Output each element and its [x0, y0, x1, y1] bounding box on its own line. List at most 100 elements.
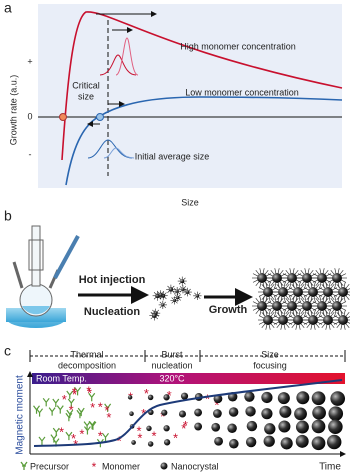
nanocrystal — [278, 420, 291, 433]
ligand — [302, 287, 308, 291]
ligand — [312, 279, 318, 283]
nanocrystal — [312, 405, 326, 420]
legend-label: Monomer — [102, 461, 140, 471]
ligand — [167, 285, 170, 288]
annotation: size — [78, 91, 94, 101]
ligand — [333, 287, 339, 291]
x-axis-label: Size — [181, 197, 199, 207]
ligand — [285, 311, 290, 317]
ligand — [159, 305, 162, 309]
ligand — [178, 277, 182, 280]
nanocrystal — [245, 436, 257, 448]
nanocrystal — [194, 422, 203, 431]
stage-label: Burst — [161, 349, 183, 359]
ligand — [313, 324, 316, 330]
ligand — [304, 296, 307, 302]
ligand — [285, 281, 290, 287]
ligand — [266, 301, 272, 305]
ligand — [178, 282, 182, 285]
ligand — [188, 293, 191, 296]
ligand — [345, 295, 350, 301]
particle — [257, 301, 267, 311]
y-mark: - — [29, 149, 32, 159]
ligand — [268, 296, 271, 302]
ligand — [282, 307, 288, 311]
monomer: * — [98, 428, 103, 443]
ligand — [267, 301, 273, 305]
particle — [317, 273, 327, 283]
ligand — [198, 296, 201, 300]
precursor — [88, 420, 96, 430]
particle — [287, 273, 297, 283]
precursor — [52, 427, 60, 437]
particle — [263, 287, 273, 297]
monomer: * — [72, 387, 77, 402]
ligand — [317, 315, 323, 319]
ligand — [155, 311, 159, 315]
particle — [338, 287, 348, 297]
ligand — [266, 307, 272, 311]
ligand — [274, 282, 277, 288]
ligand — [340, 324, 343, 330]
ligand — [315, 323, 320, 329]
initial-point — [96, 113, 104, 121]
distribution — [87, 139, 133, 159]
plot-background — [38, 4, 342, 188]
ligand — [343, 324, 346, 330]
ligand — [291, 323, 296, 329]
stage-label: nucleation — [151, 360, 192, 370]
ligand — [339, 269, 344, 275]
ligand — [309, 269, 314, 275]
ligand — [276, 311, 281, 317]
nanocrystal — [163, 425, 170, 432]
ligand — [332, 315, 338, 319]
ligand — [280, 324, 283, 330]
ligand — [300, 281, 305, 287]
monomer: * — [167, 388, 172, 403]
ligand — [328, 310, 331, 316]
ligand — [283, 324, 286, 330]
ligand — [330, 323, 335, 329]
ligand — [302, 321, 308, 325]
ligand — [178, 288, 181, 291]
stage-label: focusing — [253, 360, 287, 370]
ligand — [265, 324, 268, 330]
ligand — [315, 309, 320, 315]
ligand — [255, 269, 260, 275]
particle — [278, 287, 288, 297]
ligand — [306, 311, 311, 317]
nanocrystal — [161, 409, 168, 416]
particle — [185, 290, 190, 294]
monomer: * — [151, 428, 156, 443]
nanocrystal — [294, 407, 307, 421]
ligand — [330, 295, 335, 301]
ligand — [302, 293, 308, 297]
ligand — [297, 307, 303, 311]
ligand — [161, 296, 165, 299]
ligand — [321, 311, 326, 317]
ligand — [270, 309, 275, 315]
ligand — [287, 287, 293, 291]
ligand — [298, 282, 301, 288]
precursor — [38, 436, 46, 445]
particle — [272, 273, 282, 283]
y-axis-label: Magnetic moment — [15, 375, 26, 455]
ligand — [267, 279, 273, 283]
ligand — [298, 310, 301, 316]
ligand — [311, 279, 317, 283]
particle — [158, 292, 163, 297]
ligand — [345, 323, 350, 329]
ligand — [321, 283, 326, 289]
ligand — [258, 321, 264, 325]
ligand — [333, 315, 339, 319]
ligand — [272, 293, 278, 297]
particle — [302, 273, 312, 283]
ligand — [288, 315, 294, 319]
moment-curve — [33, 379, 343, 447]
ligand — [312, 273, 318, 277]
ligand — [265, 310, 268, 316]
ligand — [336, 283, 341, 289]
ligand — [328, 296, 331, 302]
ligand — [332, 287, 338, 291]
